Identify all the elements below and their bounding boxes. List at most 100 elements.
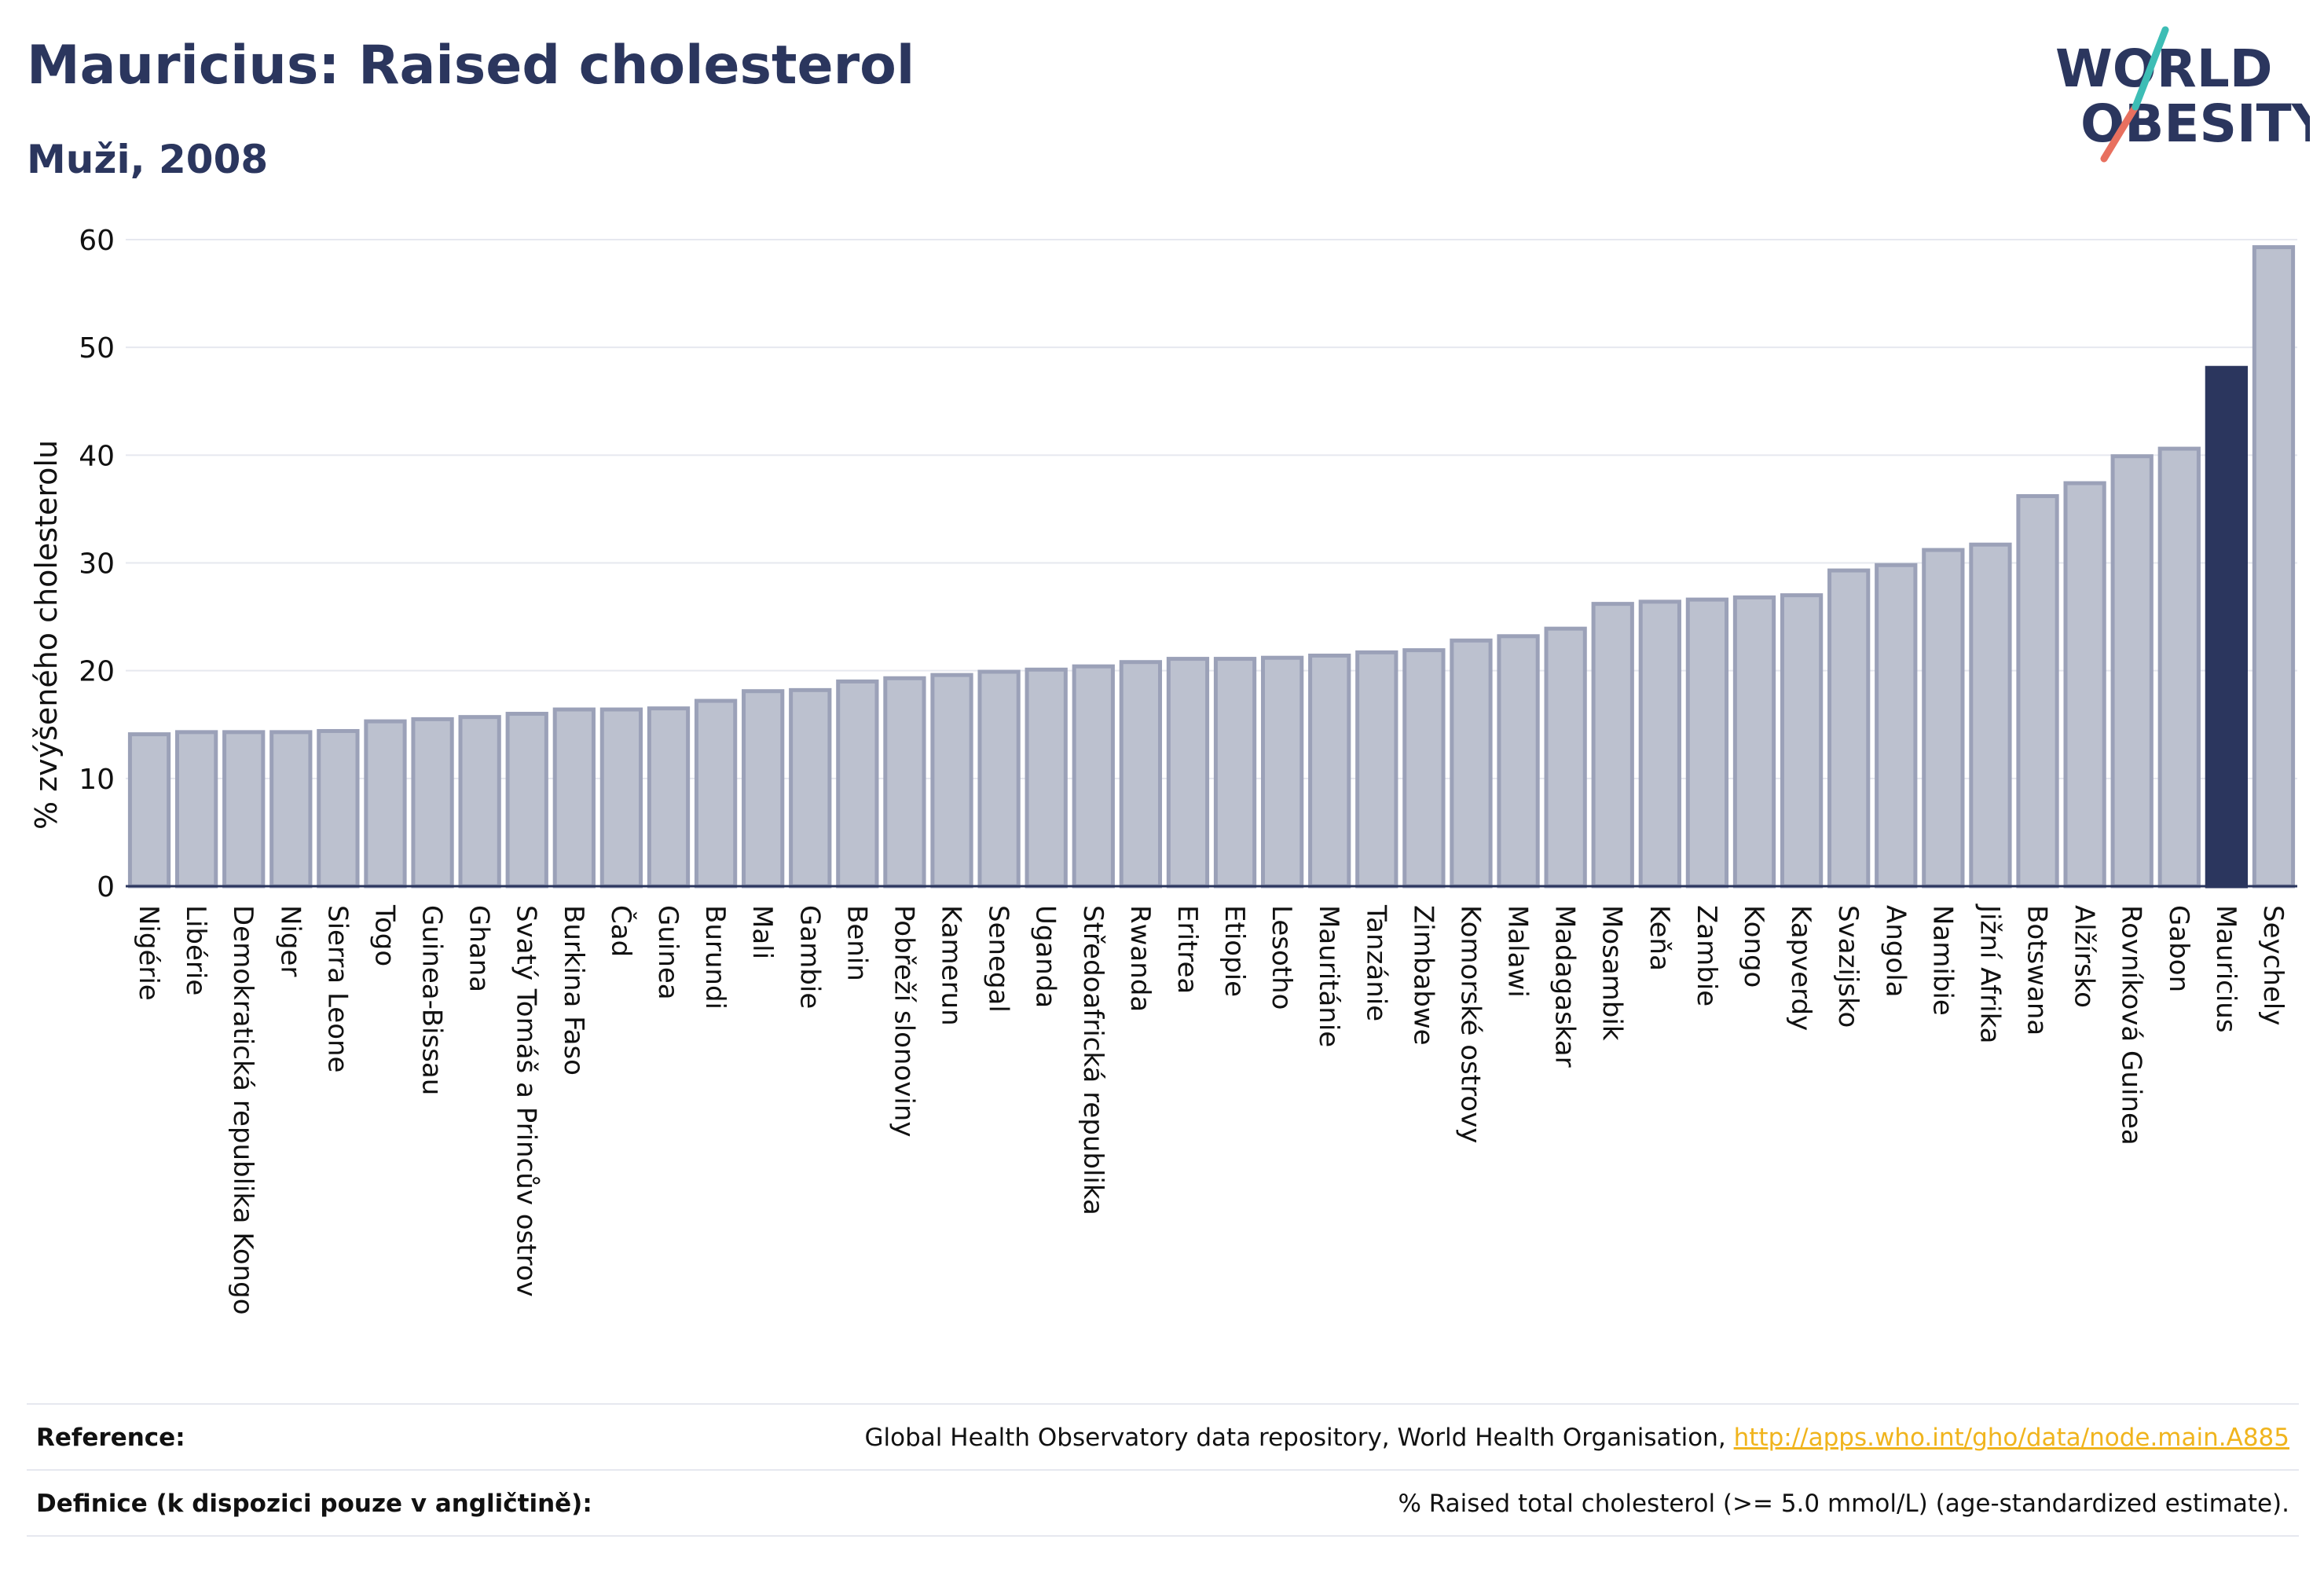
x-tick-label: Libérie	[180, 905, 211, 995]
x-tick-label: Burundi	[699, 905, 731, 1010]
bar-svazijsko[interactable]	[1827, 568, 1871, 889]
bar-benin[interactable]	[836, 679, 879, 889]
x-tick-label: Nigérie	[133, 905, 164, 1001]
bar-etiopie[interactable]	[1213, 657, 1257, 889]
bar-senegal[interactable]	[977, 669, 1021, 889]
bar-ji-n-afrika[interactable]	[1969, 542, 2012, 889]
world-obesity-logo[interactable]: WORLD OBESITY	[2051, 24, 2310, 173]
bar-ghana[interactable]	[458, 715, 501, 889]
bar-kapverdy[interactable]	[1780, 593, 1824, 889]
bar-uganda[interactable]	[1025, 667, 1068, 889]
bars	[127, 245, 2296, 889]
x-tick-label: Kongo	[1738, 905, 1769, 988]
bar--ad[interactable]	[599, 707, 643, 889]
bar-lesotho[interactable]	[1260, 655, 1304, 889]
x-tick-label: Gambie	[794, 905, 825, 1009]
bar-guinea-bissau[interactable]	[411, 717, 454, 889]
x-tick-label: Keňa	[1644, 905, 1675, 971]
bar-botswana[interactable]	[2016, 493, 2059, 889]
x-tick-label: Botswana	[2022, 905, 2053, 1035]
bar-komorsk-ostrovy[interactable]	[1450, 638, 1493, 889]
x-tick-label: Svazijsko	[1832, 905, 1864, 1028]
bar-rovn-kov-guinea[interactable]	[2110, 454, 2154, 889]
y-tick-label: 10	[79, 764, 115, 796]
x-tick-label: Madagaskar	[1549, 905, 1581, 1068]
reference-row: Reference: Global Health Observatory dat…	[27, 1403, 2299, 1469]
reference-value: Global Health Observatory data repositor…	[865, 1424, 2289, 1452]
bar-zambie[interactable]	[1685, 597, 1729, 889]
chart-title: Mauricius: Raised cholesterol	[27, 35, 915, 97]
bar-nig-rie[interactable]	[127, 732, 171, 889]
reference-link[interactable]: http://apps.who.int/gho/data/node.main.A…	[1733, 1424, 2289, 1452]
x-tick-label: Angola	[1879, 905, 1911, 997]
bar-niger[interactable]	[269, 730, 313, 889]
x-tick-label: Togo	[368, 904, 400, 966]
bar-mali[interactable]	[742, 689, 785, 889]
chart-subtitle: Muži, 2008	[27, 137, 269, 182]
x-tick-label: Čad	[605, 905, 637, 957]
bar-chart: 0 10 20 30 40 50 60 Nigérie Libérie Demokratická …	[29, 225, 2297, 1315]
x-tick-label: Rwanda	[1124, 905, 1156, 1012]
x-tick-label: Etiopie	[1219, 905, 1250, 997]
y-axis-label: % zvýšeného cholesterolu	[29, 440, 64, 830]
bar-sierra-leone[interactable]	[317, 728, 360, 889]
x-tick-label: Niger	[274, 905, 306, 977]
x-tick-label: Benin	[841, 905, 872, 981]
x-tick-label: Eritrea	[1171, 905, 1203, 994]
x-tick-label: Jižní Afrika	[1974, 903, 2005, 1044]
bar-burundi[interactable]	[694, 698, 738, 889]
bar-kongo[interactable]	[1732, 595, 1776, 889]
x-tick-label: Pobřeží slonoviny	[888, 905, 919, 1137]
bar-demokratick-republika-kongo[interactable]	[222, 730, 266, 889]
bar-togo[interactable]	[364, 719, 407, 889]
bar-tanz-nie[interactable]	[1355, 650, 1398, 889]
bar-burkina-faso[interactable]	[552, 707, 596, 889]
tick-labels: 0 10 20 30 40 50 60 Nigérie Libérie Demokratická …	[79, 225, 2289, 1315]
bar-kamerun[interactable]	[930, 673, 973, 889]
y-tick-label: 0	[97, 871, 115, 903]
y-tick-label: 30	[79, 548, 115, 581]
x-tick-label: Namibie	[1926, 905, 1958, 1016]
bar-angola[interactable]	[1875, 563, 1918, 889]
bar-mosambik[interactable]	[1591, 602, 1634, 889]
bar-malawi[interactable]	[1497, 634, 1540, 889]
x-tick-label: Tanzánie	[1360, 904, 1391, 1021]
bar-gabon[interactable]	[2157, 446, 2201, 889]
bar-ke-a[interactable]	[1638, 599, 1681, 889]
x-tick-label: Gabon	[2163, 905, 2194, 992]
x-tick-label: Mali	[746, 905, 778, 959]
bar-maurit-nie[interactable]	[1308, 653, 1351, 889]
reference-label: Reference:	[36, 1424, 185, 1452]
x-tick-label: Mauricius	[2210, 905, 2242, 1033]
bar-st-edoafrick-republika[interactable]	[1072, 664, 1115, 889]
x-tick-label: Kapverdy	[1785, 905, 1816, 1031]
logo-slash-coral	[2100, 103, 2139, 163]
bar-eritrea[interactable]	[1166, 657, 1210, 889]
x-tick-label: Středoafrická republika	[1077, 905, 1109, 1215]
x-tick-label: Zimbabwe	[1407, 905, 1439, 1046]
bar-gambie[interactable]	[789, 687, 832, 889]
logo-slash-teal	[2132, 26, 2169, 111]
bar-pob-e-slonoviny[interactable]	[883, 676, 926, 889]
x-tick-label: Demokratická republika Kongo	[227, 905, 258, 1315]
x-tick-label: Malawi	[1502, 905, 1534, 998]
x-tick-label: Ghana	[464, 905, 495, 992]
bar-lib-rie[interactable]	[174, 730, 218, 889]
bar-rwanda[interactable]	[1119, 660, 1163, 889]
bar-al-rsko[interactable]	[2063, 481, 2106, 889]
x-tick-label: Guinea	[652, 905, 684, 1000]
x-tick-label: Senegal	[983, 905, 1014, 1013]
bar-mauricius[interactable]	[2205, 365, 2249, 889]
x-tick-label: Sierra Leone	[321, 905, 353, 1072]
bar-zimbabwe[interactable]	[1402, 648, 1446, 889]
bar-madagaskar[interactable]	[1544, 626, 1587, 889]
bar-svat-tom-a-princ-v-ostrov[interactable]	[505, 712, 548, 889]
bar-seychely[interactable]	[2252, 245, 2296, 889]
x-tick-label: Alžírsko	[2069, 905, 2100, 1008]
x-tick-label: Rovníková Guinea	[2116, 905, 2147, 1145]
x-tick-label: Seychely	[2257, 905, 2289, 1025]
logo-line-2: OBESITY	[2080, 93, 2310, 154]
bar-namibie[interactable]	[1922, 548, 1965, 889]
definition-text: % Raised total cholesterol (>= 5.0 mmol/…	[1398, 1490, 2289, 1518]
bar-guinea[interactable]	[647, 706, 691, 889]
